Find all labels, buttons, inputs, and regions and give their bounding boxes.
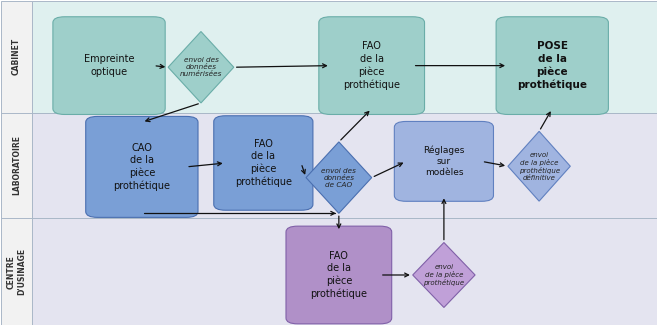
Polygon shape (508, 131, 570, 201)
FancyBboxPatch shape (286, 226, 392, 324)
Text: CAO
de la
pièce
prothétique: CAO de la pièce prothétique (113, 143, 170, 191)
FancyBboxPatch shape (53, 17, 165, 114)
Bar (32, 113, 657, 218)
Bar (32, 218, 657, 325)
Text: envoi des
données
de CAO: envoi des données de CAO (321, 168, 356, 187)
Text: CENTRE
D'USINAGE: CENTRE D'USINAGE (7, 248, 26, 295)
Text: CABINET: CABINET (12, 38, 21, 75)
Text: envoi
de la pièce
prothétique
définitive: envoi de la pièce prothétique définitive (519, 152, 560, 181)
Text: Empreinte
optique: Empreinte optique (84, 54, 134, 77)
Polygon shape (168, 32, 234, 103)
FancyBboxPatch shape (496, 17, 609, 114)
Polygon shape (413, 243, 475, 307)
FancyBboxPatch shape (394, 122, 494, 201)
Text: envoi
de la pièce
prothétique: envoi de la pièce prothétique (423, 264, 465, 286)
Text: FAO
de la
pièce
prothétique: FAO de la pièce prothétique (343, 41, 400, 90)
Text: FAO
de la
pièce
prothétique: FAO de la pièce prothétique (235, 139, 292, 187)
Bar (1, 1, 32, 325)
Text: FAO
de la
pièce
prothétique: FAO de la pièce prothétique (311, 251, 367, 299)
Text: envoi des
données
numérisées: envoi des données numérisées (180, 57, 222, 77)
FancyBboxPatch shape (319, 17, 424, 114)
Bar (32, 1, 657, 113)
Polygon shape (306, 142, 372, 213)
FancyBboxPatch shape (86, 116, 198, 217)
FancyBboxPatch shape (214, 116, 313, 210)
Text: LABORATOIRE: LABORATOIRE (12, 135, 21, 195)
Text: POSE
de la
pièce
prothétique: POSE de la pièce prothétique (517, 41, 587, 90)
Text: Réglages
sur
modèles: Réglages sur modèles (423, 145, 465, 177)
